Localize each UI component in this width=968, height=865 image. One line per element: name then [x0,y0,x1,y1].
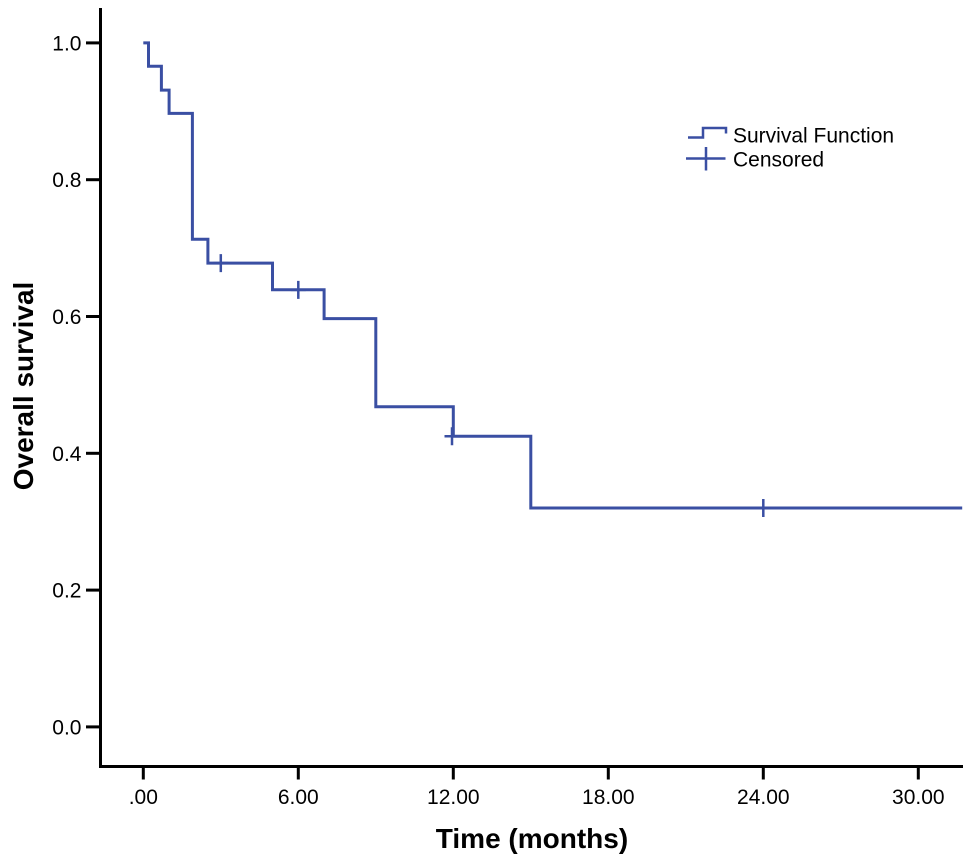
censored-plus-icon [686,147,726,171]
survival-curve [143,41,963,510]
censor-mark [290,280,306,299]
legend: Survival Function Censored [686,125,894,172]
x-axis-title: Time (months) [436,823,628,854]
x-tick-label: 18.00 [582,786,635,809]
y-tick-label: 0.6 [52,306,81,329]
y-axis-title: Overall survival [8,282,39,491]
y-tick-label: 0.0 [52,716,81,739]
y-tick-label: 0.8 [52,169,81,192]
x-tick-label: .00 [129,786,158,809]
x-tick-label: 30.00 [892,786,945,809]
y-tick-label: 0.4 [52,443,82,466]
y-tick-label: 0.2 [52,580,81,603]
x-ticks: .00 6.00 12.00 18.00 24.00 30.00 [129,768,945,809]
censor-marks [213,254,771,518]
y-ticks: 0.0 0.2 0.4 0.6 0.8 1.0 [52,32,101,739]
x-tick-label: 6.00 [278,786,319,809]
legend-label-survival-function: Survival Function [733,125,894,148]
censor-mark [213,254,229,273]
censor-mark [755,499,771,518]
legend-label-censored: Censored [733,149,824,172]
x-tick-label: 24.00 [737,786,790,809]
y-tick-label: 1.0 [52,32,81,55]
survival-step-icon [688,126,728,139]
x-tick-label: 12.00 [427,786,480,809]
censor-mark [444,427,460,446]
